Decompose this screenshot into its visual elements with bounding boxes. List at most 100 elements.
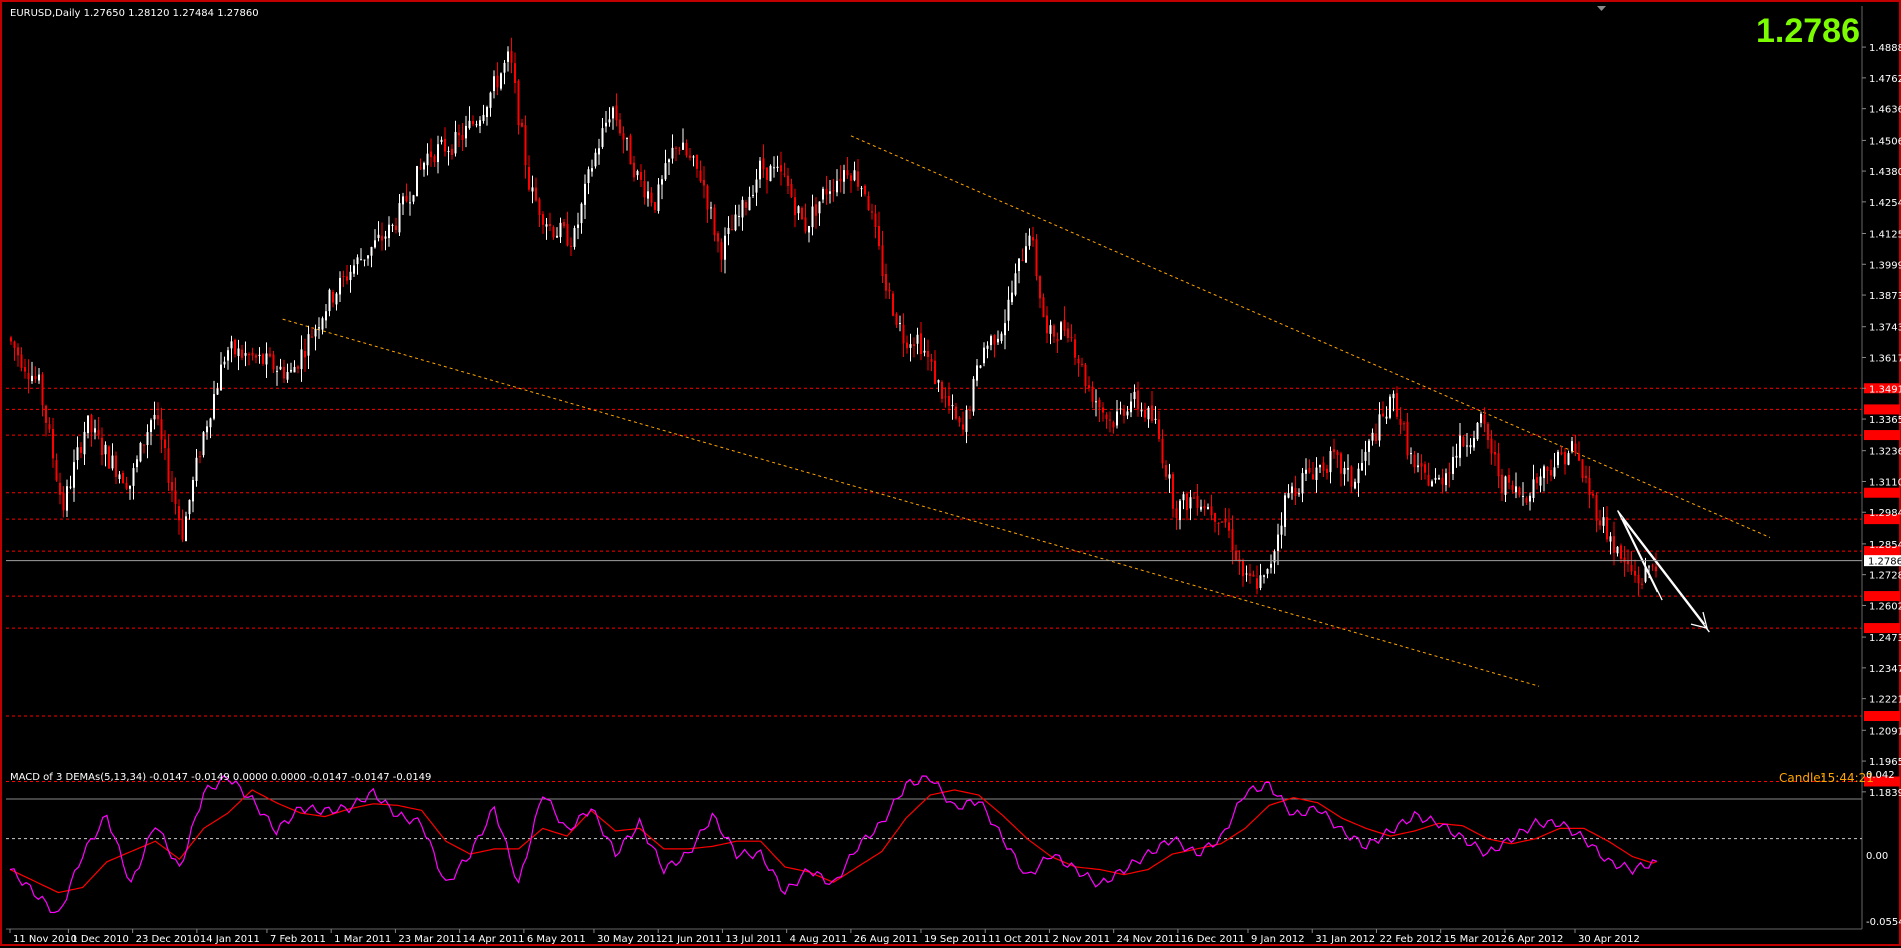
- macd-axis-zero: 0.00: [1866, 851, 1888, 862]
- candle-body: [769, 165, 772, 182]
- candle-body: [202, 432, 205, 456]
- candle-body: [1067, 328, 1069, 338]
- x-tick-label: 22 Feb 2012: [1379, 934, 1441, 945]
- candle-body: [549, 224, 551, 227]
- candle-body: [1609, 536, 1612, 542]
- candle-body: [664, 163, 667, 180]
- candle-body: [1235, 550, 1237, 561]
- candle-body: [780, 165, 782, 172]
- candle-body: [808, 225, 810, 233]
- candle-body: [783, 173, 786, 175]
- candle-body: [1112, 422, 1115, 428]
- candle-body: [1368, 440, 1370, 452]
- candle-body: [1098, 399, 1101, 408]
- candle-body: [475, 124, 478, 126]
- candle-body: [1298, 493, 1300, 495]
- candle-body: [864, 185, 866, 195]
- candle-body: [510, 51, 513, 63]
- candle-body: [619, 119, 621, 134]
- candle-body: [913, 344, 915, 347]
- x-tick-label: 30 Apr 2012: [1578, 934, 1640, 945]
- candle-body: [458, 132, 460, 136]
- candle-body: [1434, 477, 1437, 480]
- candle-body: [1343, 468, 1346, 475]
- candle-body: [1203, 506, 1206, 509]
- x-tick-label: 24 Nov 2011: [1117, 934, 1181, 945]
- candle-body: [363, 259, 366, 261]
- y-tick-label: 1.33656: [1869, 415, 1901, 426]
- candle-body: [370, 246, 373, 256]
- candle-body: [741, 199, 744, 218]
- current-price-box: [1864, 555, 1901, 567]
- candle-body: [52, 428, 54, 459]
- candle-body: [129, 485, 131, 489]
- candle-body: [654, 202, 656, 210]
- candle-body: [45, 405, 47, 423]
- candle-body: [1518, 487, 1521, 496]
- candle-body: [1588, 477, 1591, 495]
- candle-body: [335, 293, 338, 305]
- candle-body: [801, 207, 803, 220]
- x-tick-label: 9 Jan 2012: [1251, 934, 1305, 945]
- candle-body: [1413, 454, 1416, 468]
- candle-body: [1424, 464, 1426, 473]
- candle-body: [1354, 481, 1356, 489]
- candle-body: [717, 233, 719, 242]
- candle-body: [1263, 575, 1265, 577]
- y-tick-label: 1.43806: [1869, 167, 1901, 178]
- symbol-line: EURUSD,Daily 1.27650 1.28120 1.27484 1.2…: [10, 8, 259, 19]
- candle-body: [1574, 443, 1577, 453]
- candle-body: [1063, 319, 1066, 331]
- candle-body: [1242, 560, 1244, 577]
- x-tick-label: 23 Mar 2011: [398, 934, 461, 945]
- candle-body: [552, 227, 555, 238]
- candle-body: [951, 405, 954, 407]
- candle-body: [381, 235, 383, 241]
- candle-body: [958, 417, 961, 423]
- candle-body: [538, 199, 541, 216]
- candle-body: [314, 328, 317, 337]
- candle-body: [265, 353, 268, 365]
- candle-body: [1522, 495, 1524, 497]
- candle-body: [878, 225, 880, 247]
- candle-body: [1630, 565, 1633, 572]
- candle-body: [867, 196, 870, 210]
- candle-body: [90, 415, 93, 433]
- macd-title: MACD of 3 DEMAs(5,13,34) -0.0147 -0.0149…: [10, 772, 431, 783]
- macd-axis-bottom: -0.0554: [1866, 917, 1901, 928]
- candle-body: [794, 197, 796, 216]
- x-tick-label: 6 Apr 2012: [1508, 934, 1563, 945]
- candle-body: [1042, 297, 1045, 318]
- level-marker: [1864, 383, 1900, 394]
- candle-body: [713, 207, 716, 236]
- candle-body: [454, 131, 457, 154]
- candle-body: [1403, 423, 1405, 425]
- candle-body: [1557, 451, 1559, 466]
- candle-body: [181, 519, 184, 540]
- candle-body: [195, 457, 198, 481]
- candle-body: [923, 350, 926, 353]
- candle-body: [1406, 421, 1409, 456]
- candle-body: [1291, 486, 1293, 494]
- candle-body: [69, 486, 72, 488]
- scroll-marker-icon[interactable]: [1597, 6, 1606, 11]
- candle-body: [902, 324, 905, 344]
- candle-body: [615, 105, 618, 121]
- candle-body: [360, 259, 362, 261]
- candle-body: [395, 225, 397, 230]
- candle-body: [20, 354, 23, 368]
- candle-body: [542, 214, 544, 225]
- candle-body: [1028, 235, 1031, 246]
- candle-body: [1130, 401, 1132, 413]
- candle-body: [1567, 453, 1570, 465]
- candle-body: [447, 151, 450, 153]
- candle-body: [276, 370, 278, 372]
- candle-body: [251, 352, 254, 356]
- candle-body: [857, 171, 859, 187]
- candle-body: [237, 348, 240, 357]
- candle-body: [986, 345, 989, 349]
